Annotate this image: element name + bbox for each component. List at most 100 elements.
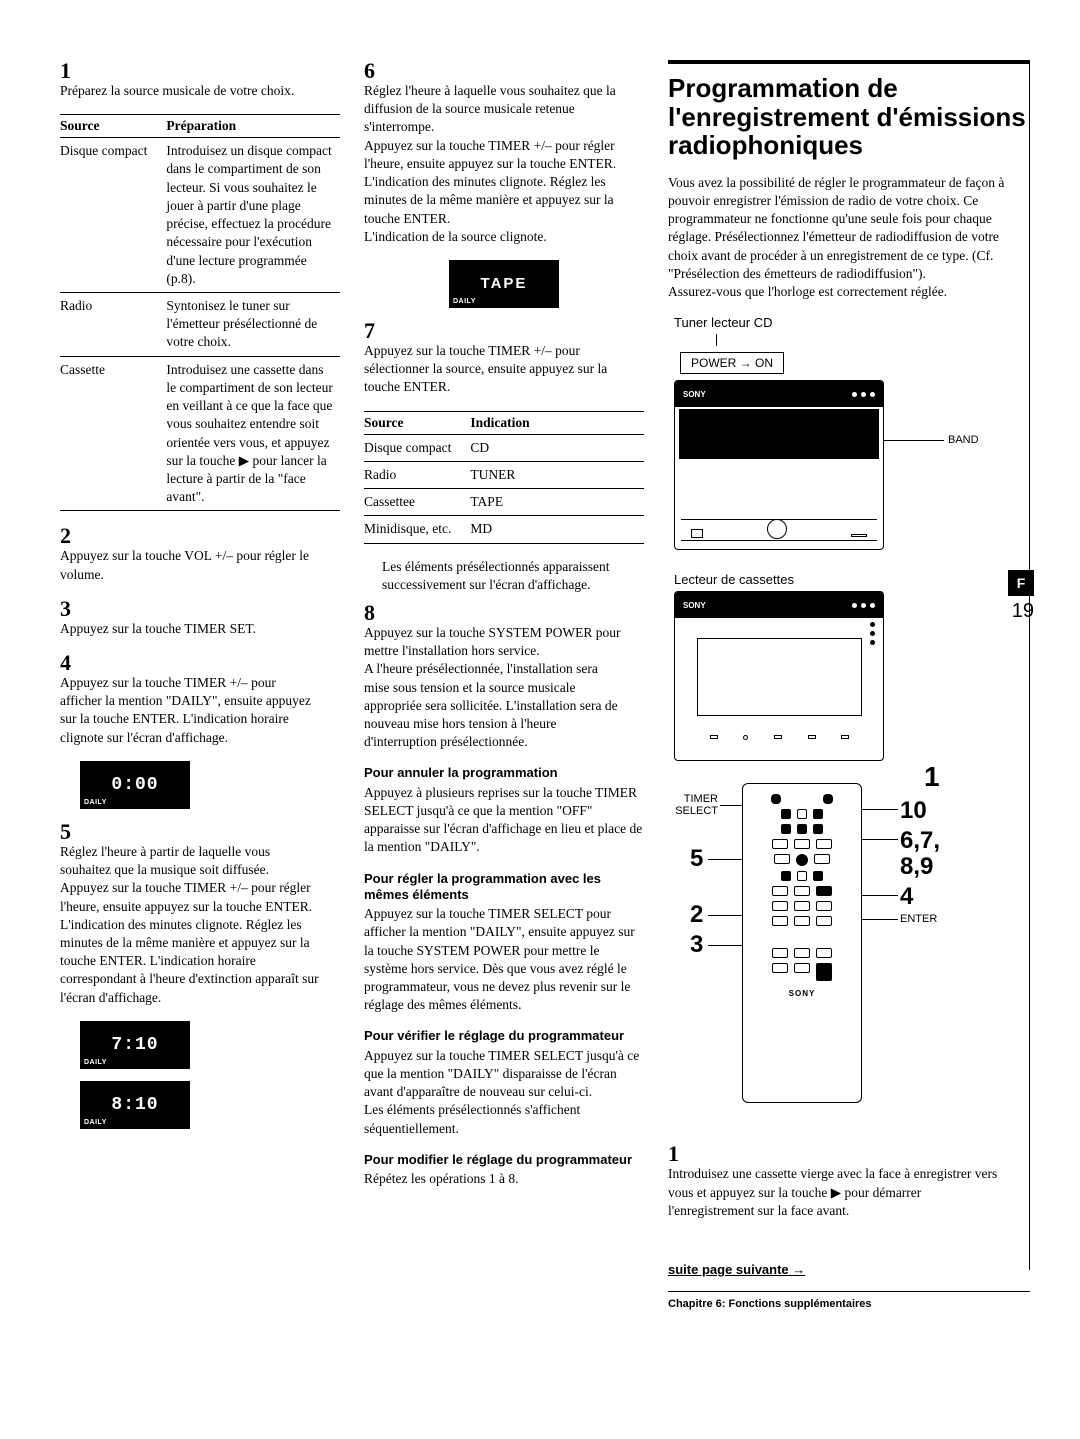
subheading-cancel: Pour annuler la programmation	[364, 765, 644, 781]
callout-4: 4	[900, 883, 913, 911]
title-rule	[668, 60, 1030, 64]
prep-cassette: Introduisez une cassette dans le compart…	[166, 356, 340, 511]
cd-unit: SONY	[674, 380, 884, 550]
leader-line	[716, 334, 717, 346]
timer-select-callout: TIMER SELECT	[668, 793, 718, 817]
leader-line	[708, 915, 742, 916]
leader-line	[884, 440, 944, 441]
src-tape: Cassettee	[364, 489, 470, 516]
ind-md: MD	[470, 516, 644, 543]
leader-line	[708, 859, 742, 860]
continue-link: suite page suivante →	[668, 1262, 1030, 1277]
prep-radio: Syntonisez le tuner sur l'émetteur présé…	[166, 292, 340, 356]
step6-number: 6	[364, 60, 382, 82]
remote-diagram: TIMER SELECT 5 2 3 1 10 6,7, 8,9 4 ENTER	[694, 783, 1030, 1133]
column-3: Programmation de l'enregistrement d'émis…	[668, 60, 1030, 1310]
display-time-0: 0:00	[80, 775, 190, 795]
step4-number: 4	[60, 652, 78, 674]
display-tape-text: TAPE	[449, 275, 559, 292]
subtext-same: Appuyez sur la touche TIMER SELECT pour …	[364, 905, 644, 1014]
step7-number: 7	[364, 320, 382, 342]
source-indication-table: Source Indication Disque compactCD Radio…	[364, 411, 644, 544]
display-time-810: 8:10	[80, 1095, 190, 1115]
src-cd: Disque compact	[60, 138, 166, 293]
display-daily-810: DAILY 8:10	[80, 1081, 190, 1129]
column-1: 1 Préparez la source musicale de votre c…	[60, 60, 340, 1310]
tape-device-diagram: SONY	[668, 591, 1030, 761]
step-2: 2 Appuyez sur la touche VOL +/– pour rég…	[60, 525, 340, 583]
src-cassette: Cassette	[60, 356, 166, 511]
src-radio: Radio	[364, 461, 470, 488]
table-header-source: Source	[60, 115, 166, 138]
callout-89: 8,9	[900, 853, 933, 881]
step2-number: 2	[60, 525, 78, 547]
step6-text: Réglez l'heure à laquelle vous souhaitez…	[364, 82, 624, 246]
callout-10: 10	[900, 797, 927, 825]
tape-controls	[697, 730, 862, 744]
ind-tape: TAPE	[470, 489, 644, 516]
subtext-modify: Répétez les opérations 1 à 8.	[364, 1170, 644, 1188]
section-title: Programmation de l'enregistrement d'émis…	[668, 74, 1030, 160]
source-prep-table: Source Préparation Disque compact Introd…	[60, 114, 340, 511]
column-2: 6 Réglez l'heure à laquelle vous souhait…	[364, 60, 644, 1310]
leader-line	[708, 945, 742, 946]
subheading-verify: Pour vérifier le réglage du programmateu…	[364, 1028, 644, 1044]
cd-eject	[851, 534, 867, 537]
leader-line	[862, 839, 898, 840]
daily-label: DAILY	[84, 799, 107, 806]
device1-label: Tuner lecteur CD	[674, 315, 1030, 330]
remote-control: SONY	[742, 783, 862, 1103]
table-row: CassetteeTAPE	[364, 489, 644, 516]
table-row: Radio Syntonisez le tuner sur l'émetteur…	[60, 292, 340, 356]
daily-label: DAILY	[84, 1119, 107, 1126]
cd-display-panel	[679, 409, 879, 459]
enter-callout: ENTER	[900, 913, 937, 925]
ind-cd: CD	[470, 434, 644, 461]
step2-text: Appuyez sur la touche VOL +/– pour régle…	[60, 547, 320, 583]
display-time-710: 7:10	[80, 1035, 190, 1055]
sony-logo: SONY	[743, 989, 861, 998]
power-box: POWER → ON	[680, 352, 784, 374]
step-1-col3: 1 Introduisez une cassette vierge avec l…	[668, 1143, 1030, 1220]
callout-3: 3	[690, 931, 703, 959]
step1-text: Préparez la source musicale de votre cho…	[60, 82, 320, 100]
table-header-prep: Préparation	[166, 115, 340, 138]
table-row: Disque compactCD	[364, 434, 644, 461]
src-cd: Disque compact	[364, 434, 470, 461]
step-3: 3 Appuyez sur la touche TIMER SET.	[60, 598, 340, 638]
step8-number: 8	[364, 602, 382, 624]
ind-tuner: TUNER	[470, 461, 644, 488]
cd-device-diagram: SONY BAND	[668, 380, 1030, 550]
step3-number: 3	[60, 598, 78, 620]
step-7: 7 Appuyez sur la touche TIMER +/– pour s…	[364, 320, 644, 397]
step-4: 4 Appuyez sur la touche TIMER +/– pour a…	[60, 652, 340, 747]
daily-label: DAILY	[84, 1059, 107, 1066]
subtext-cancel: Appuyez à plusieurs reprises sur la touc…	[364, 784, 644, 857]
display-tape: DAILY TAPE	[449, 260, 559, 308]
band-callout: BAND	[948, 434, 979, 446]
subheading-modify: Pour modifier le réglage du programmateu…	[364, 1152, 644, 1168]
step-5: 5 Réglez l'heure à partir de laquelle vo…	[60, 821, 340, 1007]
leader-line	[862, 895, 898, 896]
indicator-dots	[870, 622, 875, 645]
leader-line	[862, 809, 898, 810]
callout-1: 1	[924, 761, 940, 793]
step1c3-number: 1	[668, 1143, 686, 1165]
step-6: 6 Réglez l'heure à laquelle vous souhait…	[364, 60, 644, 246]
step3-text: Appuyez sur la touche TIMER SET.	[60, 620, 320, 638]
callout-5: 5	[690, 845, 703, 873]
table-header-indication: Indication	[470, 411, 644, 434]
sony-logo: SONY	[683, 390, 706, 399]
prep-cd: Introduisez un disque compact dans le co…	[166, 138, 340, 293]
device2-label: Lecteur de cassettes	[674, 572, 1030, 587]
subheading-same: Pour régler la programmation avec les mê…	[364, 871, 644, 904]
table-note: Les éléments présélectionnés apparaissen…	[364, 558, 644, 594]
step-8: 8 Appuyez sur la touche SYSTEM POWER pou…	[364, 602, 644, 752]
table-row: Cassette Introduisez une cassette dans l…	[60, 356, 340, 511]
step1-number: 1	[60, 60, 78, 82]
callout-2: 2	[690, 901, 703, 929]
cd-button	[691, 529, 703, 538]
table-row: RadioTUNER	[364, 461, 644, 488]
table-header-source: Source	[364, 411, 470, 434]
step5-number: 5	[60, 821, 78, 843]
